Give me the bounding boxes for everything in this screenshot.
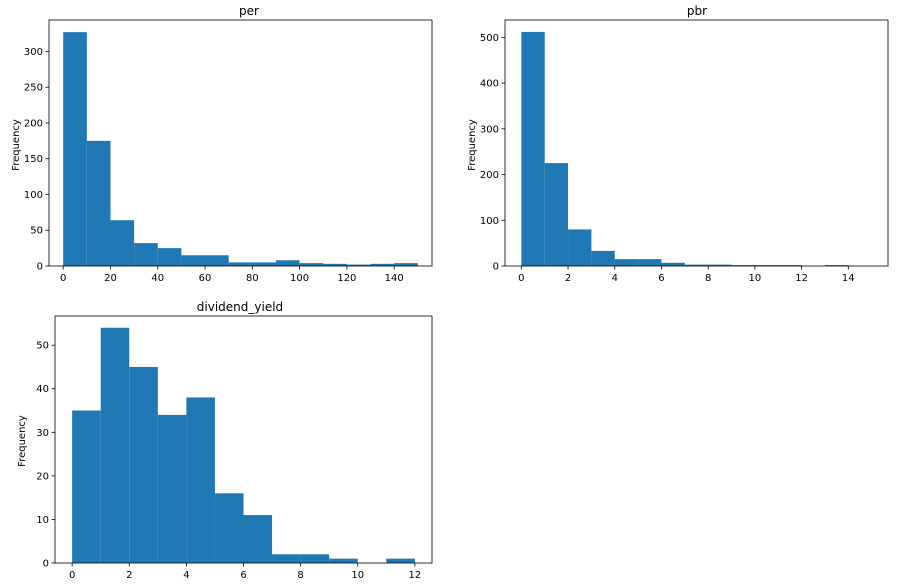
- per-bar: [346, 264, 371, 266]
- pbr-x-tick-label: 6: [658, 273, 664, 284]
- per-bar: [275, 260, 300, 266]
- per-bar: [157, 248, 182, 266]
- pbr-bar: [544, 163, 569, 266]
- dividend-yield-x-tick-label: 10: [351, 570, 364, 581]
- pbr-bar: [614, 259, 639, 266]
- per-x-tick-label: 100: [290, 273, 309, 284]
- dividend-yield-y-tick-label: 50: [36, 341, 49, 352]
- pbr-plot-frame: [504, 19, 889, 267]
- per-bar: [394, 263, 418, 266]
- per-bar: [110, 220, 135, 266]
- pbr-y-tick-label: 500: [480, 33, 499, 44]
- pbr-bar: [661, 262, 685, 266]
- pbr-x-tick-label: 2: [565, 273, 571, 284]
- per-y-tick-label: 300: [24, 47, 43, 58]
- pbr-y-tick-label: 100: [480, 216, 499, 227]
- per-bar: [370, 263, 395, 266]
- per-x-tick-label: 40: [151, 273, 164, 284]
- dividend-yield-y-tick-label: 0: [43, 559, 49, 570]
- per-y-axis-title: Frequency: [11, 119, 22, 171]
- per-x-tick-label: 60: [199, 273, 212, 284]
- dividend-yield-chart-title: dividend_yield: [197, 300, 283, 314]
- dividend-yield-bar: [300, 554, 330, 563]
- per-y-tick-label: 250: [24, 83, 43, 94]
- per-y-tick-label: 50: [30, 226, 43, 237]
- dividend-yield-bar: [329, 558, 358, 563]
- per-x-tick-label: 80: [246, 273, 259, 284]
- pbr-bar: [684, 264, 709, 266]
- per-bar: [252, 262, 276, 266]
- dividend-yield-bar: [272, 554, 301, 563]
- pbr-y-tick-label: 200: [480, 170, 499, 181]
- per-plot-frame: [48, 19, 433, 267]
- per-bar: [205, 255, 229, 266]
- dividend-yield-bar: [214, 493, 244, 563]
- pbr-chart-title: pbr: [687, 4, 707, 18]
- per-bar: [299, 263, 324, 266]
- per-bar: [63, 32, 87, 266]
- dividend-yield-y-tick-label: 10: [36, 515, 49, 526]
- dividend-yield-x-tick-label: 0: [69, 570, 75, 581]
- per-x-tick-label: 140: [385, 273, 404, 284]
- pbr-y-axis-title: Frequency: [467, 119, 478, 171]
- pbr-bar: [638, 259, 662, 266]
- per-y-tick-label: 0: [37, 262, 43, 273]
- per-x-tick-label: 20: [104, 273, 117, 284]
- dividend-yield-x-tick-label: 12: [408, 570, 421, 581]
- pbr-x-tick-label: 12: [795, 273, 808, 284]
- per-x-tick-label: 0: [60, 273, 66, 284]
- pbr-bar: [731, 265, 755, 266]
- dividend-yield-y-tick-label: 30: [36, 428, 49, 439]
- pbr-y-tick-label: 300: [480, 124, 499, 135]
- dividend-yield-x-tick-label: 2: [126, 570, 132, 581]
- dividend-yield-x-tick-label: 4: [183, 570, 189, 581]
- per-bar: [181, 255, 206, 266]
- per-bar: [323, 263, 347, 266]
- pbr-histogram: pbr Frequency 0 2 4 6 8 10 12 14 0 100 200 300 400 50…: [467, 4, 889, 284]
- pbr-x-tick-label: 0: [518, 273, 524, 284]
- dividend-yield-histogram: dividend_yield Frequency 0 2 4 6 8 10 12 0 10 20 3…: [17, 300, 433, 581]
- pbr-bar: [521, 31, 545, 267]
- pbr-bar: [568, 229, 592, 266]
- pbr-bar: [778, 265, 802, 266]
- pbr-bar: [824, 265, 849, 266]
- dividend-yield-y-tick-label: 40: [36, 384, 49, 395]
- per-y-tick-label: 200: [24, 118, 43, 129]
- dividend-yield-bar: [72, 410, 101, 563]
- dividend-yield-bar: [157, 414, 187, 563]
- dividend-yield-bar: [186, 397, 215, 563]
- pbr-bar: [591, 250, 615, 266]
- pbr-y-tick-label: 0: [493, 262, 499, 273]
- per-histogram: per Frequency 0 20 40 60 80 100 120 140 0 50 100 15…: [11, 4, 433, 284]
- dividend-yield-bar: [243, 515, 273, 563]
- per-bar: [228, 262, 253, 266]
- per-y-tick-label: 100: [24, 190, 43, 201]
- pbr-x-tick-label: 10: [749, 273, 762, 284]
- dividend-yield-x-tick-label: 6: [240, 570, 246, 581]
- pbr-bar: [754, 265, 779, 266]
- per-bar: [134, 243, 158, 266]
- dividend-yield-x-tick-label: 8: [297, 570, 303, 581]
- dividend-yield-y-tick-label: 20: [36, 471, 49, 482]
- pbr-y-tick-label: 400: [480, 79, 499, 90]
- pbr-x-tick-label: 14: [842, 273, 855, 284]
- dividend-yield-bar: [129, 366, 158, 563]
- per-bar: [86, 140, 111, 266]
- per-x-tick-label: 120: [337, 273, 356, 284]
- pbr-bar: [708, 264, 732, 266]
- dividend-yield-y-axis-title: Frequency: [17, 415, 28, 467]
- dividend-yield-bar: [100, 327, 130, 563]
- pbr-x-tick-label: 8: [705, 273, 711, 284]
- per-y-tick-label: 150: [24, 154, 43, 165]
- per-chart-title: per: [239, 4, 259, 18]
- dividend-yield-bar: [386, 558, 415, 563]
- pbr-x-tick-label: 4: [612, 273, 618, 284]
